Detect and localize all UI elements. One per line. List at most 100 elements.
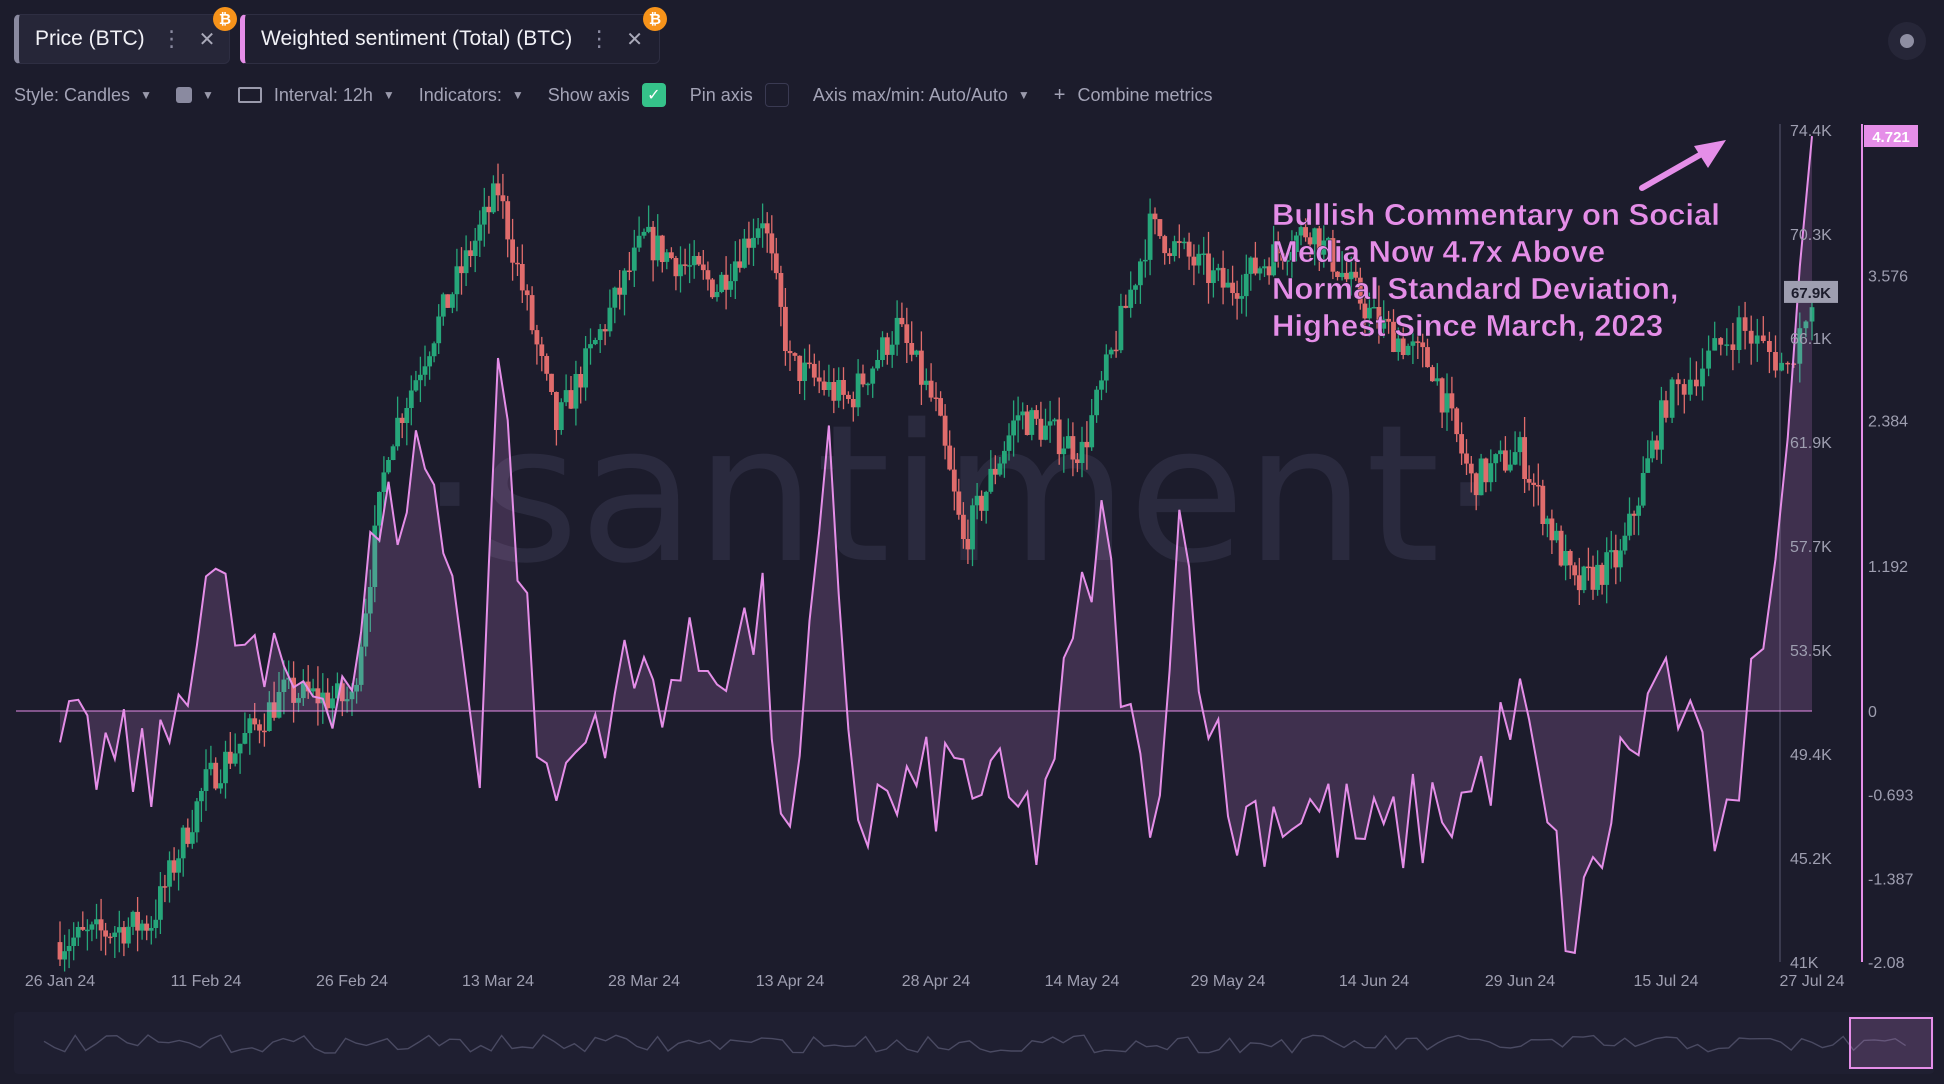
candle-body <box>1659 400 1664 450</box>
record-icon[interactable] <box>1888 22 1926 60</box>
candle-body <box>1099 380 1104 390</box>
color-dropdown[interactable]: ▼ <box>175 87 214 103</box>
candle-body <box>870 368 876 384</box>
candle-body <box>1712 338 1718 351</box>
candle-body <box>1020 411 1026 416</box>
candle-body <box>1176 241 1182 243</box>
candle-body <box>1694 379 1699 387</box>
close-icon[interactable]: ✕ <box>626 28 643 51</box>
style-dropdown[interactable]: Style: Candles ▼ <box>14 85 152 106</box>
candle-body <box>1011 420 1016 436</box>
candle-body <box>130 911 136 927</box>
candle-body <box>158 886 163 920</box>
candle-body <box>549 373 554 392</box>
candle-body <box>1094 389 1099 416</box>
candle-body <box>153 919 159 928</box>
candle-body <box>673 258 679 277</box>
close-icon[interactable]: ✕ <box>198 28 216 51</box>
interval-dropdown[interactable]: Interval: 12h ▼ <box>237 85 395 106</box>
candle-body <box>778 273 784 307</box>
candle-body <box>440 294 446 317</box>
candle-body <box>627 270 632 272</box>
candle-body <box>631 247 637 271</box>
tab-weighted-sentiment[interactable]: Weighted sentiment (Total) (BTC) ⋮ ✕ ₿ <box>240 7 667 64</box>
candle-body <box>203 769 209 791</box>
current-price-badge <box>1784 280 1838 303</box>
candle-body <box>928 380 934 398</box>
checkbox-unchecked-icon[interactable] <box>764 83 789 107</box>
candle-body <box>1335 271 1340 277</box>
x-tick-label: 29 Jun 24 <box>1485 973 1555 990</box>
candle-body <box>1599 564 1605 585</box>
candle-body <box>622 270 627 295</box>
chevron-down-icon: ▼ <box>382 88 395 102</box>
candle-body <box>491 183 496 213</box>
checkbox-checked-icon[interactable]: ✓ <box>641 83 666 107</box>
candle-body <box>395 417 400 447</box>
axis-maxmin-dropdown[interactable]: Axis max/min: Auto/Auto ▼ <box>813 85 1030 106</box>
candle-body <box>180 827 186 859</box>
candle-body <box>797 355 803 381</box>
price-tick-label: 66.1K <box>1790 331 1832 348</box>
candle-body <box>816 377 822 382</box>
more-options-icon[interactable]: ⋮ <box>160 26 183 51</box>
tab-price-btc[interactable]: Price (BTC) ⋮ ✕ ₿ <box>14 7 237 64</box>
candle-body <box>450 294 455 308</box>
candle-body <box>751 237 756 248</box>
indicators-label: Indicators: <box>418 84 502 105</box>
candle-body <box>909 343 915 355</box>
candle-body <box>664 252 670 262</box>
pin-axis-toggle[interactable]: Pin axis <box>690 83 789 107</box>
candle-body <box>1581 566 1587 591</box>
candle-body <box>1266 266 1272 276</box>
candle-body <box>1640 473 1646 506</box>
candle-body <box>1386 318 1391 322</box>
candle-body <box>554 392 559 430</box>
candle-body <box>1507 464 1513 471</box>
candle-body <box>481 206 487 225</box>
axis-ticks: 26 Jan 24 11 Feb 24 26 Feb 24 13 Mar 24 28 M… <box>25 123 1918 990</box>
candle-body <box>135 911 140 931</box>
candle-body <box>1257 268 1263 274</box>
candle-body <box>760 223 765 229</box>
x-tick-label: 13 Mar 24 <box>462 973 534 990</box>
candle-body <box>386 460 391 473</box>
candle-body <box>291 677 296 703</box>
candle-body <box>1215 267 1221 271</box>
candle-body <box>431 343 437 357</box>
candle-body <box>1663 400 1669 418</box>
bitcoin-icon: ₿ <box>643 7 667 31</box>
more-options-icon[interactable]: ⋮ <box>588 26 611 51</box>
candle-body <box>841 380 846 395</box>
candle-body <box>1576 575 1582 591</box>
candle-body <box>1604 552 1610 585</box>
candle-body <box>831 382 837 401</box>
candle-body <box>974 495 980 506</box>
show-axis-toggle[interactable]: Show axis ✓ <box>548 83 666 107</box>
candle-body <box>1415 341 1421 343</box>
candle-body <box>1312 228 1318 245</box>
candle-body <box>242 733 248 744</box>
chevron-down-icon: ▼ <box>1017 88 1030 102</box>
price-tick-label: 70.3K <box>1790 227 1832 244</box>
candle-body <box>377 492 382 526</box>
candle-body <box>257 724 262 731</box>
candle-body <box>524 290 530 296</box>
candle-body <box>1056 419 1062 455</box>
combine-metrics-button[interactable]: + Combine metrics <box>1054 84 1213 107</box>
x-tick-label: 15 Jul 24 <box>1634 973 1699 990</box>
timeline-navigator[interactable] <box>14 1012 1934 1074</box>
candle-body <box>1488 463 1494 483</box>
annotation-arrow-head <box>1694 140 1726 168</box>
indicators-dropdown[interactable]: Indicators: ▼ <box>419 85 524 106</box>
candle-body <box>495 183 501 196</box>
candle-body <box>1038 418 1044 440</box>
candle-body <box>1590 566 1596 590</box>
candle-body <box>500 195 506 202</box>
candle-body <box>363 613 369 647</box>
candle-body <box>705 270 711 280</box>
candle-body <box>1391 321 1396 352</box>
candle-body <box>1478 458 1484 496</box>
